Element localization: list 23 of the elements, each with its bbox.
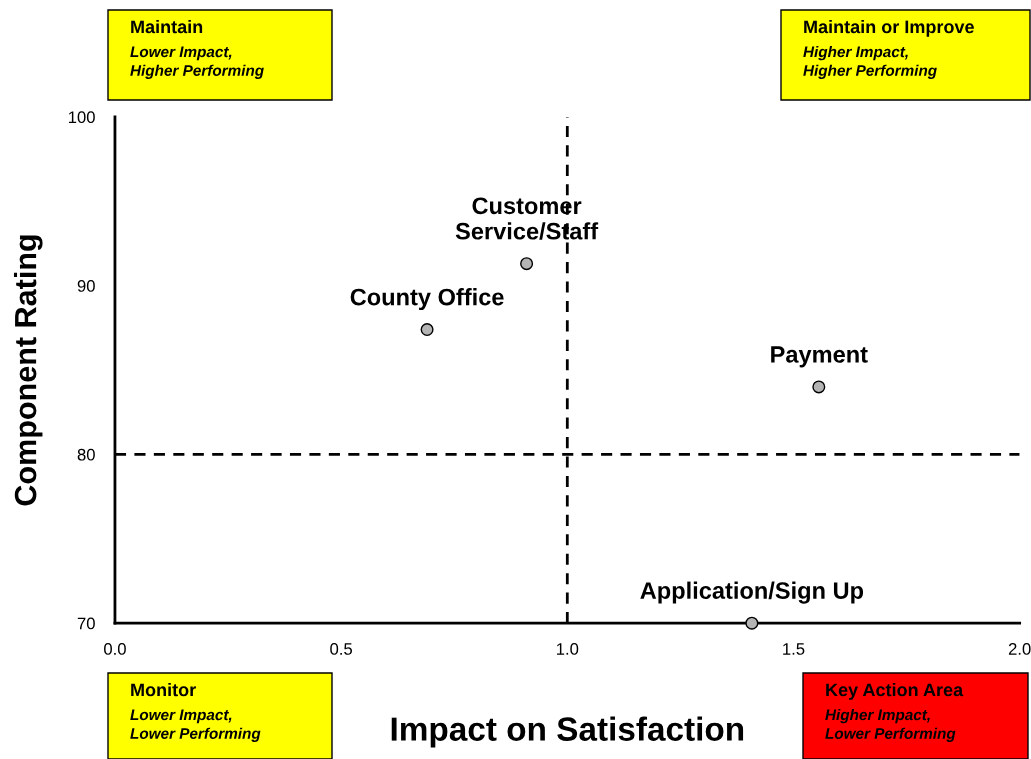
y-tick-label: 90 bbox=[77, 280, 95, 292]
y-tick-label: 70 bbox=[77, 617, 95, 630]
annotation: Payment bbox=[771, 346, 868, 368]
text: Monitor Lower Impact, Lower Performing bbox=[130, 683, 261, 742]
point bbox=[812, 380, 826, 394]
text: Key Action Area Higher Impact, Lower Performing bbox=[825, 683, 964, 742]
point bbox=[420, 323, 434, 337]
annotation: Application/Sign Up bbox=[640, 581, 864, 604]
x-tick-label: 0.5 bbox=[330, 643, 353, 655]
y-tick-label: 80 bbox=[77, 448, 95, 461]
x-tick-label: 0.0 bbox=[104, 643, 126, 655]
text: Maintain Lower Impact, Higher Performing bbox=[130, 20, 264, 79]
x-tick-label: 2.0 bbox=[1008, 643, 1031, 655]
point bbox=[520, 257, 534, 271]
y-tick-label: 100 bbox=[68, 111, 95, 124]
x-tick-label: 1.0 bbox=[557, 643, 579, 655]
annotation: County Office bbox=[350, 288, 504, 311]
y-axis-title: Component Rating bbox=[13, 235, 43, 506]
point bbox=[745, 616, 759, 630]
annotation: Customer Service/Staff bbox=[455, 197, 599, 240]
x-axis-title: Impact on Satisfaction bbox=[391, 716, 744, 748]
x-tick-label: 1.5 bbox=[783, 643, 805, 655]
text: Maintain or Improve Higher Impact, Higher Performing bbox=[803, 20, 974, 79]
